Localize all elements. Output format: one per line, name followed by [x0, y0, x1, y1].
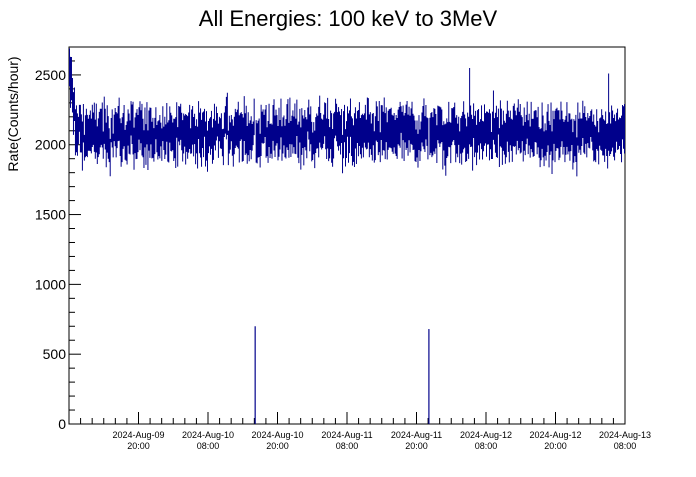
y-axis: 0 500 1000 1500 2000 2500: [35, 46, 81, 432]
x-tick-label-time: 08:00: [614, 441, 637, 451]
x-tick-label-time: 20:00: [544, 441, 567, 451]
x-tick-label-date: 2024-Aug-10: [182, 430, 234, 440]
x-tick-label-time: 08:00: [197, 441, 220, 451]
x-tick-label-time: 20:00: [127, 441, 150, 451]
y-tick-label: 1000: [35, 276, 66, 292]
x-tick-label-date: 2024-Aug-13: [599, 430, 651, 440]
y-axis-label: Rate(Counts/hour): [5, 56, 21, 171]
y-tick-label: 500: [43, 346, 67, 362]
x-tick-label-date: 2024-Aug-11: [391, 430, 442, 440]
chart-title: All Energies: 100 keV to 3MeV: [199, 6, 498, 31]
x-tick-label-time: 20:00: [266, 441, 289, 451]
y-tick-label: 0: [58, 416, 66, 432]
x-tick-label-date: 2024-Aug-09: [112, 430, 164, 440]
x-tick-label-time: 08:00: [475, 441, 498, 451]
series-layer: [69, 48, 625, 424]
y-tick-label: 2000: [35, 137, 66, 153]
x-tick-label-time: 08:00: [336, 441, 359, 451]
x-tick-label-date: 2024-Aug-10: [251, 430, 303, 440]
x-tick-label-date: 2024-Aug-11: [321, 430, 372, 440]
y-tick-label: 1500: [35, 207, 66, 223]
x-tick-label-time: 20:00: [405, 441, 428, 451]
x-tick-label-date: 2024-Aug-12: [460, 430, 512, 440]
data-series-line: [69, 48, 625, 177]
x-tick-label-date: 2024-Aug-12: [529, 430, 581, 440]
x-axis: 2024-Aug-0920:002024-Aug-1008:002024-Aug…: [68, 412, 651, 451]
y-tick-label: 2500: [35, 67, 66, 83]
